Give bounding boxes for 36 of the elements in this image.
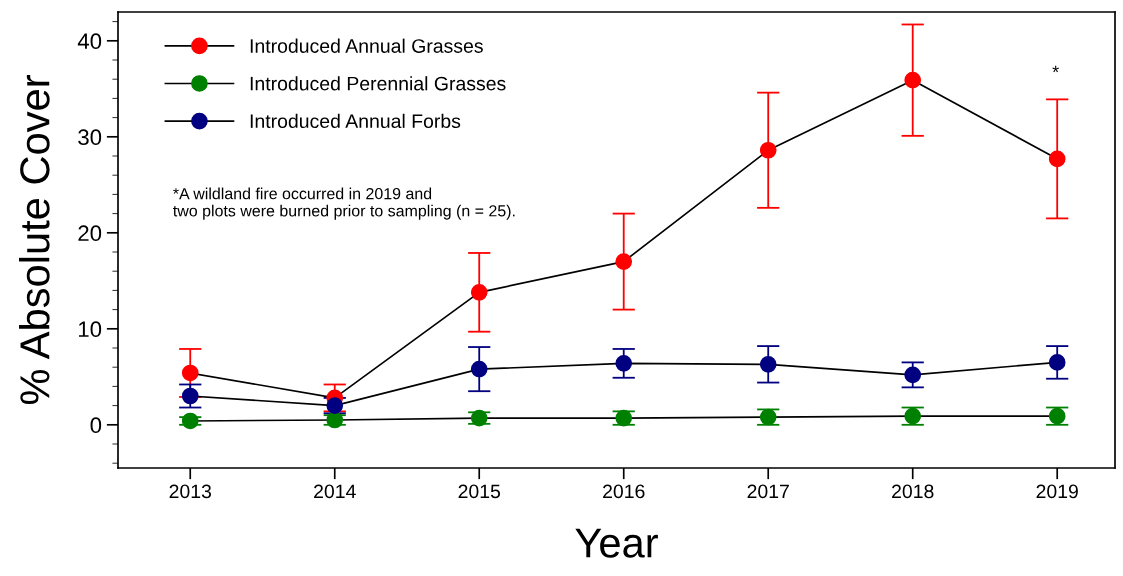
legend-label: Introduced Perennial Grasses xyxy=(250,76,506,91)
point xyxy=(759,355,777,373)
point xyxy=(470,409,488,427)
point xyxy=(615,253,633,270)
y-tick-label: 40 xyxy=(77,33,102,50)
annotation: * xyxy=(1052,65,1059,73)
y-tick-label: 20 xyxy=(78,225,102,242)
point xyxy=(904,366,922,384)
x-tick-label: 2018 xyxy=(892,484,934,499)
y-tick-label: 30 xyxy=(78,129,102,146)
point xyxy=(904,71,922,89)
x-tick-label: 2019 xyxy=(1036,484,1078,499)
x-tick-label: 2013 xyxy=(169,484,212,499)
x-tick-label: 2015 xyxy=(458,484,501,499)
point xyxy=(181,412,199,430)
point xyxy=(181,364,199,382)
legend-label: Introduced Annual Forbs xyxy=(250,113,461,129)
point xyxy=(470,283,488,301)
point xyxy=(470,360,488,378)
point xyxy=(759,408,777,426)
point xyxy=(615,409,633,427)
y-tick-label: 10 xyxy=(79,321,102,338)
point xyxy=(1048,150,1066,168)
point xyxy=(326,397,344,414)
y-tick-label: 0 xyxy=(90,417,102,434)
y-axis-title: % Absolute Cover xyxy=(19,75,50,405)
x-tick-label: 2017 xyxy=(747,484,789,499)
legend-label: Introduced Annual Grasses xyxy=(250,38,483,53)
x-axis-title: Year xyxy=(575,528,658,558)
x-tick-label: 2014 xyxy=(314,484,356,499)
x-tick-label: 2016 xyxy=(603,484,645,499)
annotation: *A wildland fire occurred in 2019 and two plots were burned prior to sampling (n = 25). xyxy=(173,187,515,220)
point xyxy=(326,411,344,429)
point xyxy=(759,141,777,159)
point xyxy=(615,355,633,372)
point xyxy=(1048,354,1066,371)
